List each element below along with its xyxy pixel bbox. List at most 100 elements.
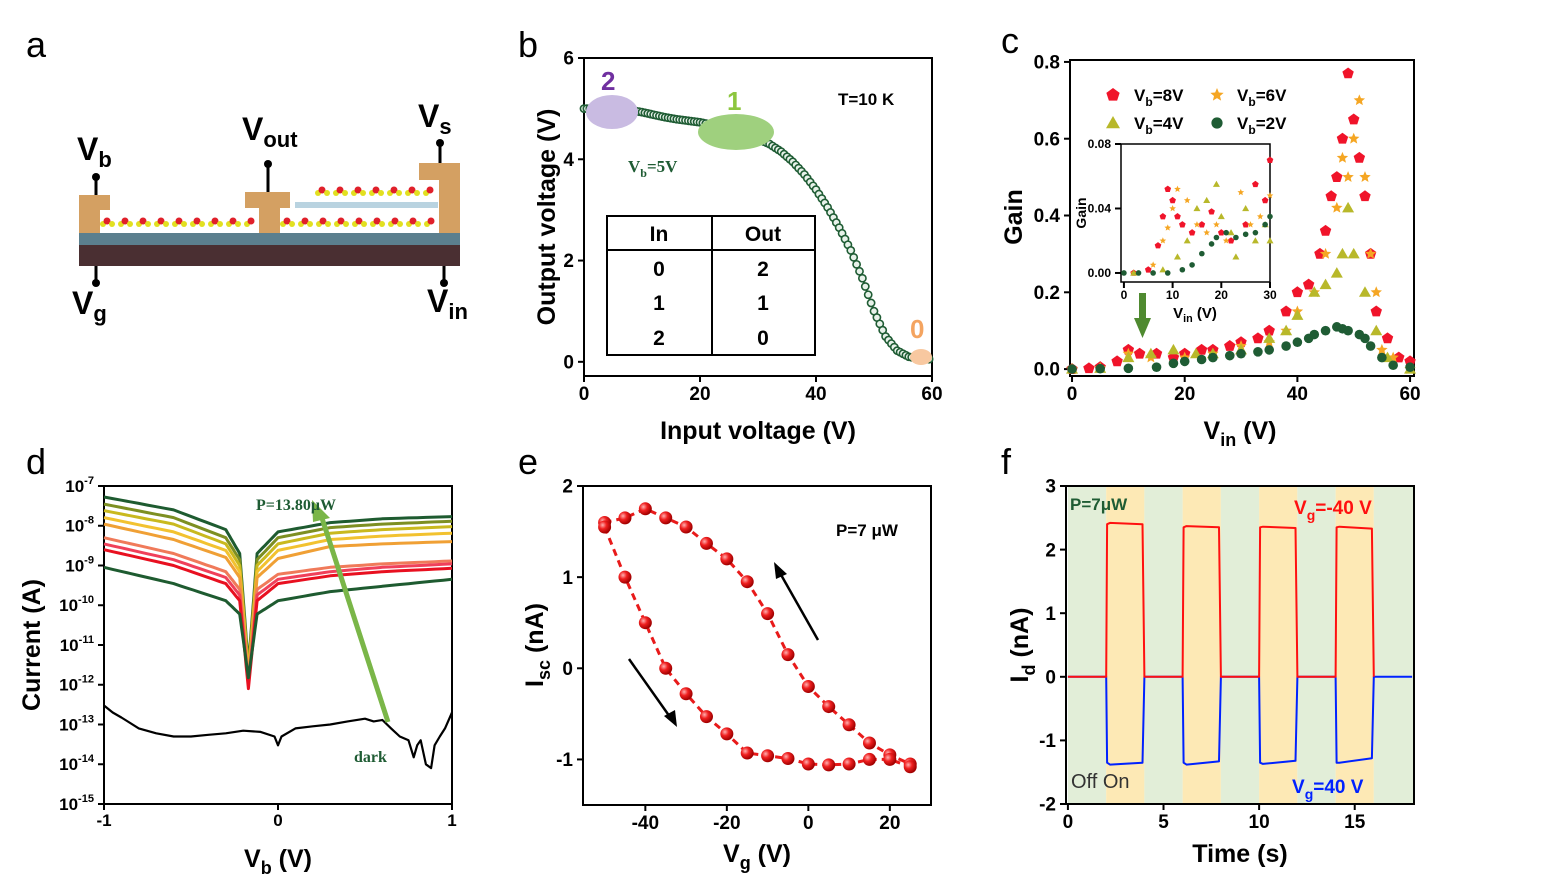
metal-atom — [337, 217, 345, 225]
table-cell: 2 — [757, 258, 769, 281]
electrode-b — [79, 195, 110, 233]
sulfur-atom — [415, 221, 421, 227]
axis-title: Vin (V) — [1173, 305, 1217, 325]
data-point — [699, 710, 713, 724]
axis-title: Input voltage (V) — [660, 417, 856, 445]
label-vg: Vg — [72, 285, 107, 326]
data-point — [1133, 347, 1146, 359]
data-point — [1280, 305, 1292, 317]
data-point — [1264, 345, 1275, 355]
y-tick-label: 1 — [562, 568, 573, 589]
axis-title: Output voltage (V) — [533, 109, 561, 326]
metal-atom — [372, 186, 380, 194]
panel-letter-c: c — [1001, 20, 1019, 61]
axis-title: Isc (nA) — [521, 603, 554, 687]
data-point — [1159, 237, 1167, 244]
data-point — [1164, 224, 1172, 231]
data-point — [1319, 247, 1332, 259]
y-tick-label: 4 — [563, 150, 574, 171]
data-point — [1227, 237, 1235, 244]
tick-exponent: -15 — [78, 793, 94, 805]
panel-letter-e: e — [518, 441, 538, 482]
y-tick-label: 0.4 — [1034, 206, 1061, 227]
sulfur-atom — [199, 221, 205, 227]
data-point — [1252, 332, 1264, 344]
data-point — [1083, 362, 1095, 374]
data-point — [1199, 250, 1205, 257]
data-point — [1242, 231, 1249, 238]
data-point — [1252, 229, 1259, 236]
plot-frame — [1069, 59, 1415, 377]
data-point — [858, 273, 867, 283]
y-tick-label: 0.6 — [1034, 129, 1060, 150]
data-point — [638, 616, 652, 630]
data-point — [1302, 278, 1315, 290]
label-rest: (V) — [1236, 417, 1276, 445]
data-point — [1263, 324, 1275, 336]
data-point — [1292, 337, 1303, 348]
x-tick-label: 60 — [1399, 384, 1420, 405]
data-point — [1174, 185, 1181, 192]
y-tick-label: 2 — [1045, 540, 1056, 561]
tick-base: 10 — [65, 517, 84, 536]
data-point — [1370, 286, 1382, 298]
metal-atom — [103, 217, 111, 225]
chart-f: 0 5 10 15 -2 -1 0 1 2 3 Time (s) Id (nA) — [1006, 477, 1415, 868]
dielectric-layer — [79, 233, 460, 245]
legend-label: Vb=2V — [1237, 114, 1287, 137]
legend-label: Vb=6V — [1237, 86, 1287, 109]
data-point — [1252, 180, 1259, 188]
temperature-label: T=10 K — [838, 90, 895, 109]
data-point — [1223, 229, 1229, 236]
metal-atom — [390, 186, 398, 194]
data-point — [1208, 352, 1218, 363]
sulfur-atom — [396, 190, 402, 196]
sulfur-atom — [109, 221, 115, 227]
sulfur-atom — [145, 221, 151, 227]
data-point — [1189, 262, 1195, 268]
data-point — [1247, 221, 1254, 228]
metal-atom — [318, 186, 326, 194]
tick-exponent: -9 — [84, 554, 94, 566]
electrode-s — [419, 163, 460, 233]
data-point — [1267, 213, 1273, 220]
data-point — [1150, 270, 1156, 276]
data-point — [1343, 325, 1353, 336]
data-point — [862, 736, 876, 750]
label-main: V — [244, 845, 261, 873]
axis-title: Time (s) — [1192, 840, 1287, 868]
iv-curve — [103, 542, 453, 687]
data-point — [1203, 229, 1211, 236]
y-tick-label: 10-10 — [59, 594, 94, 615]
plot-frame — [582, 485, 932, 806]
data-point — [1381, 332, 1394, 344]
panel-b-annotations: 2 1 0 T=10 K Vb=5V In Out 0 2 1 1 2 0 — [586, 66, 932, 365]
data-point — [598, 520, 612, 534]
label-rest: (nA) — [521, 603, 549, 660]
data-point — [1095, 363, 1105, 374]
data-point — [860, 282, 870, 291]
chart-c: 0 20 40 60 0.0 0.2 0.4 0.6 0.8 Vin (V) Gain — [1000, 53, 1421, 450]
data-point — [1376, 343, 1388, 355]
data-point — [1236, 348, 1246, 359]
label-sub: b — [261, 858, 272, 878]
tick-base: 10 — [60, 636, 79, 655]
data-point — [801, 757, 815, 771]
data-point — [1183, 237, 1191, 244]
y-tick-label: 0 — [1045, 667, 1056, 688]
data-point — [1111, 355, 1123, 367]
data-point — [1281, 341, 1291, 351]
metal-atom — [426, 186, 434, 194]
data-point — [1179, 356, 1190, 367]
sulfur-atom — [181, 221, 187, 227]
state-1-ellipse — [698, 114, 774, 150]
hysteresis-branch — [604, 507, 911, 766]
legend: Vb=8V Vb=6V Vb=4V Vb=2V — [1134, 86, 1287, 137]
x-tick-label: 40 — [1287, 384, 1308, 405]
metal-atom — [211, 217, 219, 225]
data-point — [801, 680, 815, 694]
data-point — [1242, 204, 1250, 212]
data-point — [1291, 309, 1304, 320]
substrate — [79, 244, 460, 266]
x-tick-label: 0 — [803, 813, 814, 834]
